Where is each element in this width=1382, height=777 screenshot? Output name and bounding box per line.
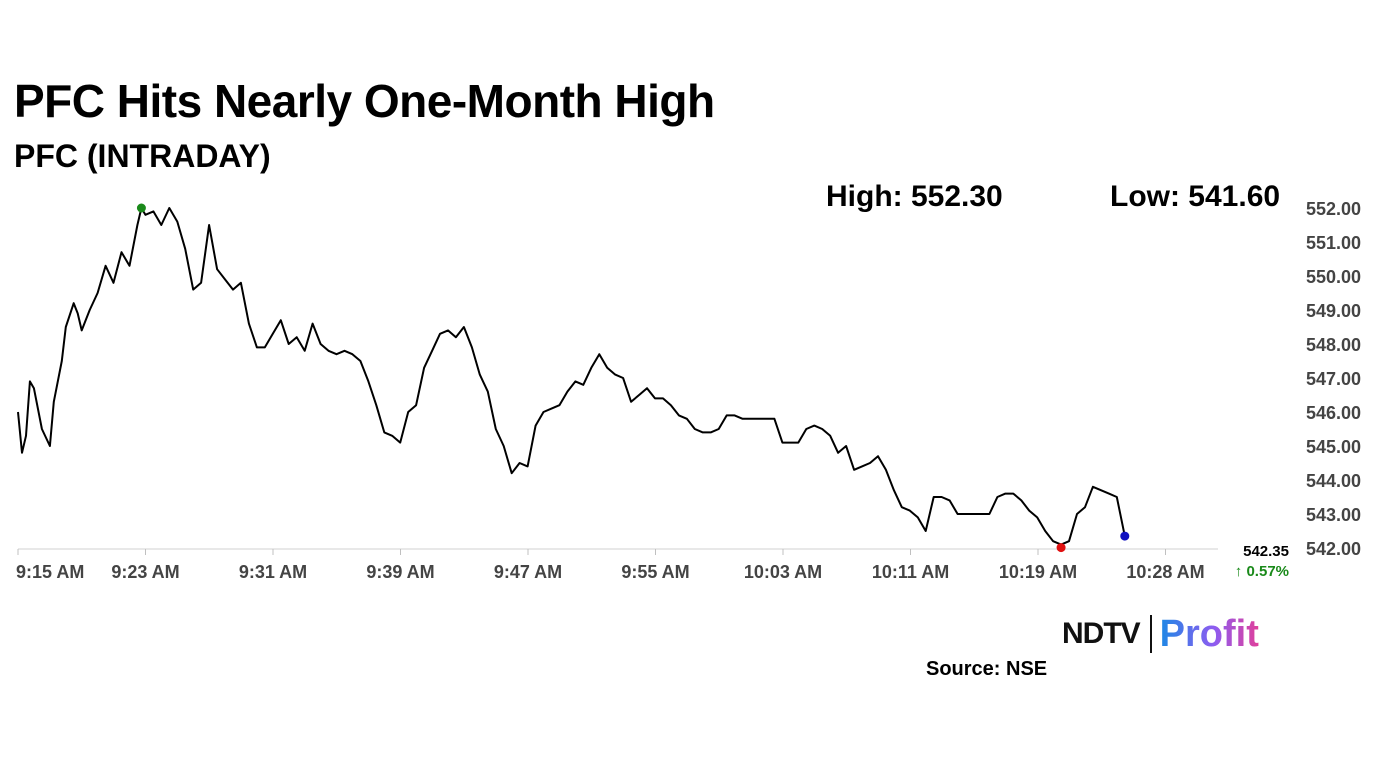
x-tick-label: 9:47 AM: [494, 562, 562, 582]
y-tick-label: 550.00: [1306, 267, 1361, 287]
x-tick-label: 9:31 AM: [239, 562, 307, 582]
y-tick-label: 543.00: [1306, 505, 1361, 525]
chart-title: PFC Hits Nearly One-Month High: [14, 75, 715, 127]
y-axis: 542.00 543.00 544.00 545.00 546.00 547.00 548.…: [1306, 199, 1361, 559]
y-tick-label: 551.00: [1306, 233, 1361, 253]
y-tick-label: 542.00: [1306, 539, 1361, 559]
y-tick-label: 548.00: [1306, 335, 1361, 355]
logo-profit-text: Profit: [1159, 612, 1259, 655]
x-tick-label: 10:19 AM: [999, 562, 1077, 582]
high-marker: [136, 203, 146, 213]
x-tick-label: 9:15 AM: [16, 562, 84, 582]
logo-separator: [1149, 615, 1152, 653]
y-tick-label: 546.00: [1306, 403, 1361, 423]
y-tick-label: 544.00: [1306, 471, 1361, 491]
chart-markers: 542.35 ↑ 0.57%: [136, 203, 1292, 580]
low-marker: [1056, 543, 1066, 553]
y-tick-label: 545.00: [1306, 437, 1361, 457]
high-value-label: High: 552.30: [826, 180, 1003, 213]
x-tick-label: 10:03 AM: [744, 562, 822, 582]
source-note: Source: NSE: [926, 658, 1048, 680]
last-price-label: 542.35: [1243, 543, 1289, 560]
last-price-marker: [1120, 531, 1130, 541]
ndtv-profit-logo: NDTV Profit: [1062, 612, 1259, 656]
x-tick-label: 9:23 AM: [111, 562, 179, 582]
price-series-line: [17, 207, 1126, 546]
y-tick-label: 552.00: [1306, 199, 1361, 219]
x-tick-label: 10:11 AM: [872, 562, 949, 582]
x-axis: 9:15 AM 9:23 AM 9:31 AM 9:39 AM 9:47 AM 9:55 …: [16, 548, 1292, 582]
logo-ndtv-text: NDTV: [1062, 617, 1141, 650]
x-tick-label: 9:55 AM: [621, 562, 689, 582]
x-tick-label: 10:28 AM: [1126, 562, 1204, 582]
last-price-label-bg: [1218, 538, 1292, 580]
x-tick-label: 9:39 AM: [366, 562, 434, 582]
y-tick-label: 547.00: [1306, 369, 1361, 389]
y-tick-label: 549.00: [1306, 301, 1361, 321]
chart-subtitle: PFC (INTRADAY): [14, 138, 271, 174]
change-percent-label: ↑ 0.57%: [1235, 563, 1289, 580]
low-value-label: Low: 541.60: [1110, 180, 1281, 213]
